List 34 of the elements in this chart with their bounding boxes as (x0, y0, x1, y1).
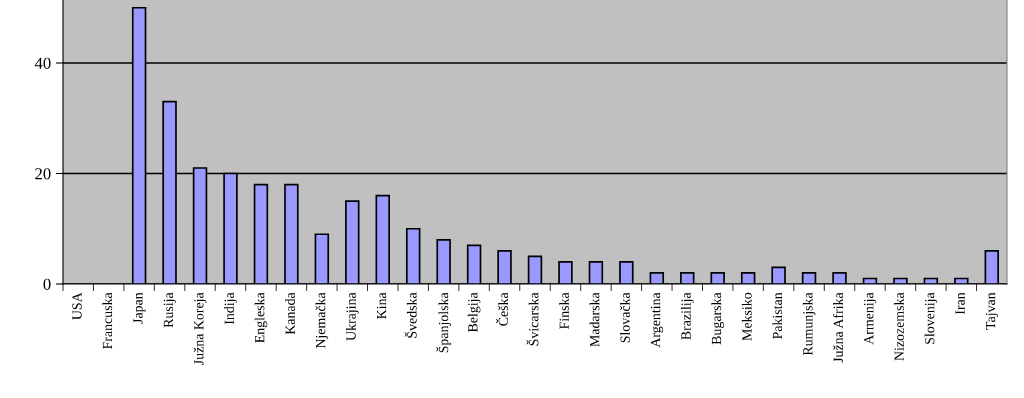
x-tick-label: Rumunjska (802, 292, 816, 356)
y-tick-label: 20 (35, 168, 51, 180)
x-tick-label: Ukrajina (345, 292, 359, 341)
y-tick-label: 40 (34, 57, 51, 69)
x-tick-label: Bugarska (711, 292, 725, 345)
x-tick-label: Armenija (864, 292, 877, 345)
x-tick-label: Švedska (404, 292, 417, 338)
x-tick-label: Španjolska (436, 292, 452, 353)
x-tick-label: Madarska (589, 292, 600, 347)
x-tick-label: Češka (496, 292, 509, 326)
y-tick-label: 0 (43, 278, 51, 290)
x-tick-label: Finska (559, 292, 569, 329)
x-tick-label: Tajvan (985, 292, 999, 330)
x-tick-label: Japan (133, 292, 146, 324)
x-tick-label: Pakistan (772, 292, 783, 339)
x-tick-label: Iran (955, 292, 965, 315)
x-tick-label: Argentina (650, 292, 664, 348)
x-tick-label: Brazilija (680, 292, 694, 340)
x-tick-label: Engleska (254, 292, 268, 343)
x-tick-label: Belgija (467, 292, 481, 333)
x-tick-label: USA (72, 292, 82, 320)
x-tick-label: Južna Koreja (193, 292, 207, 365)
x-tick-label: Kina (376, 292, 387, 319)
x-tick-label: Nizozemska (894, 292, 904, 361)
x-tick-label: Slovačka (620, 292, 630, 343)
x-tick-label: Južna Afrika (833, 292, 843, 363)
x-tick-label: Njemačka (315, 292, 329, 349)
x-tick-label: Rusija (163, 292, 176, 328)
x-tick-label: Slovenija (924, 292, 938, 344)
x-tick-label: Kanada (285, 292, 295, 335)
x-tick-label: Švicarska (526, 292, 539, 346)
x-tick-label: Francuska (102, 292, 113, 350)
x-tick-label: Meksiko (741, 292, 752, 341)
x-tick-label: Indija (224, 292, 237, 325)
